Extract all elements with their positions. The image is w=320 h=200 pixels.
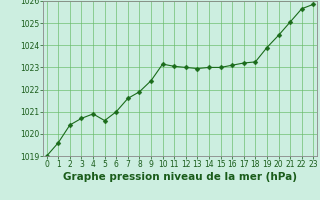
X-axis label: Graphe pression niveau de la mer (hPa): Graphe pression niveau de la mer (hPa) [63, 172, 297, 182]
